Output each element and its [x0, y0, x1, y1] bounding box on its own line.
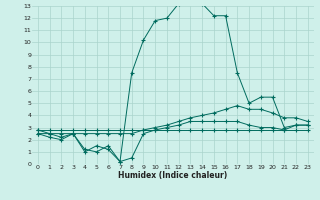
- X-axis label: Humidex (Indice chaleur): Humidex (Indice chaleur): [118, 171, 228, 180]
